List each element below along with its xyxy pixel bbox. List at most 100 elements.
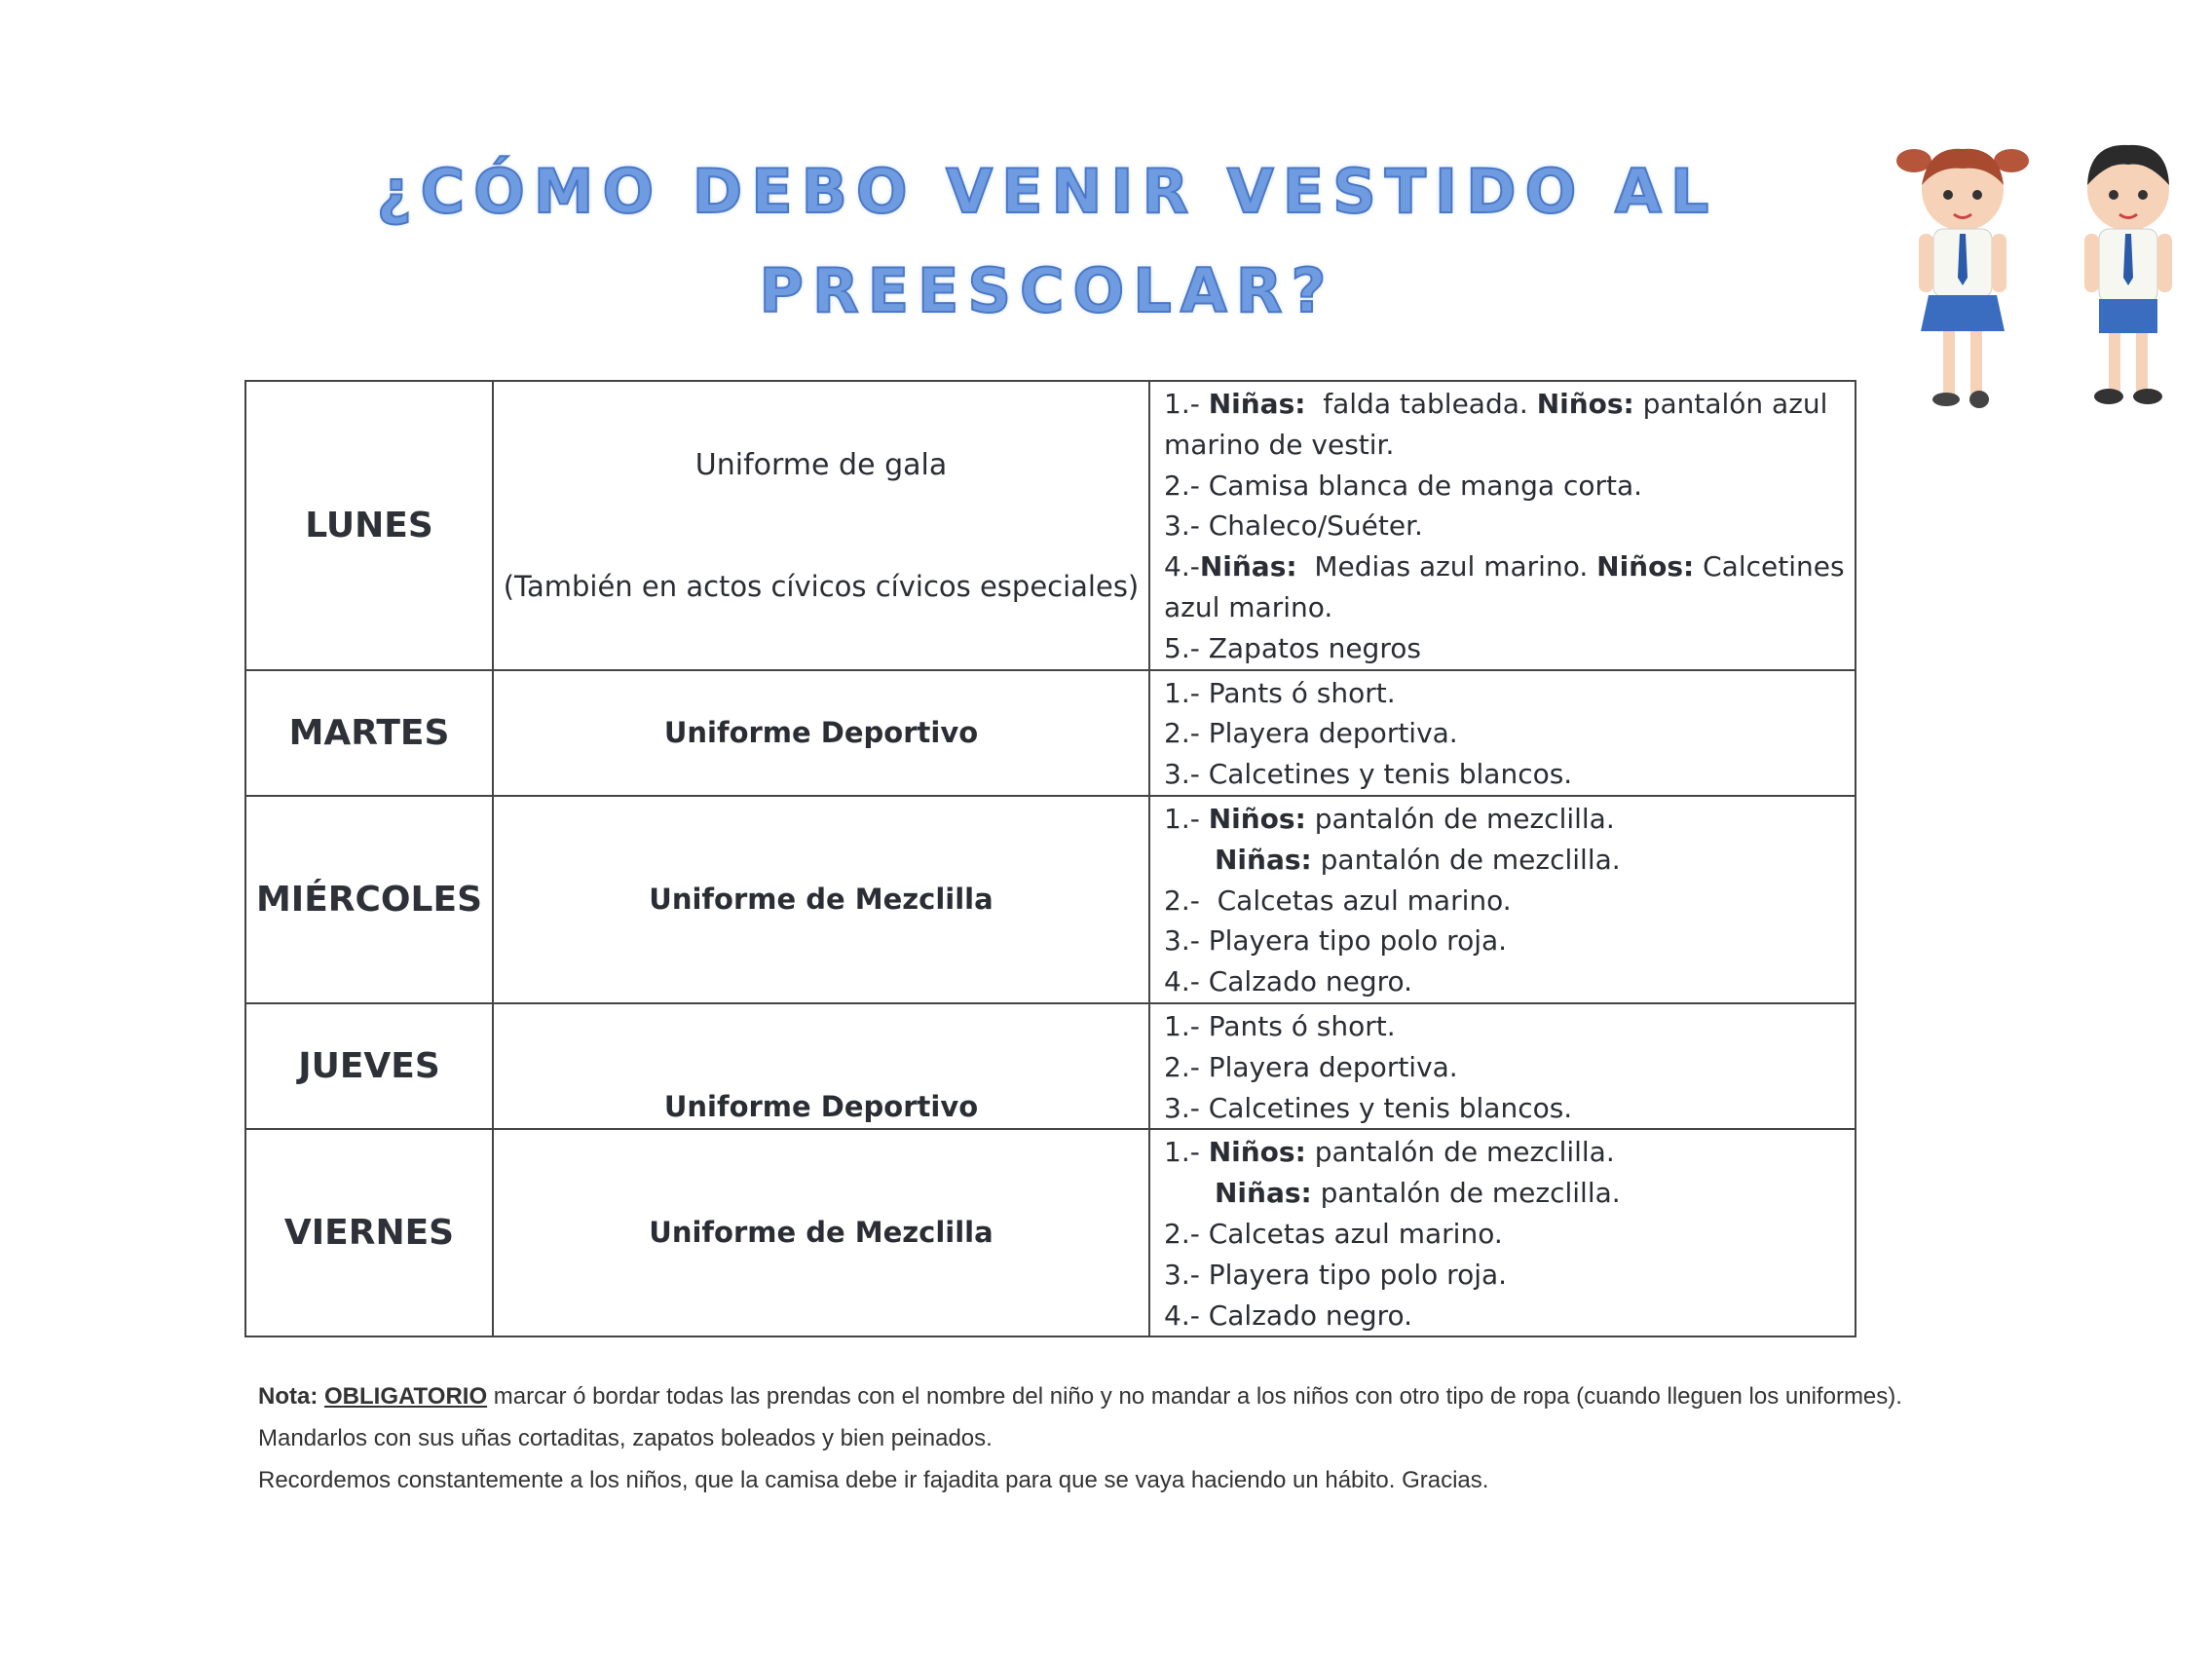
day-cell: MIÉRCOLES bbox=[244, 794, 494, 1004]
item-number: 2.- bbox=[1164, 1217, 1209, 1250]
item-label: Niñas: bbox=[1208, 388, 1306, 420]
table-row: LUNES Uniforme de gala (También en actos… bbox=[244, 380, 1856, 671]
item-number: 1.- bbox=[1164, 388, 1209, 420]
uniform-name: Uniforme de gala bbox=[694, 447, 948, 482]
list-item: 2.- Playera deportiva. bbox=[1164, 713, 1855, 754]
list-item: 1.- Pants ó short. bbox=[1164, 1006, 1855, 1047]
uniform-name: Uniforme Deportivo bbox=[663, 715, 979, 749]
item-number: 4.- bbox=[1164, 965, 1209, 998]
list-item: 1.- Niños: pantalón de mezclilla. bbox=[1164, 799, 1855, 840]
item-text: pantalón azul bbox=[1633, 388, 1828, 420]
note-label: Nota: bbox=[258, 1383, 319, 1410]
children-uniform-illustration bbox=[1896, 144, 2172, 408]
day-cell: VIERNES bbox=[244, 1128, 494, 1338]
page-title-line2: PREESCOLAR? bbox=[759, 254, 1335, 327]
item-text: Calcetas azul marino. bbox=[1217, 884, 1512, 917]
day-cell: JUEVES bbox=[244, 1001, 494, 1131]
item-label: Niñas: bbox=[1199, 550, 1297, 583]
item-text: Calzado negro. bbox=[1208, 1298, 1413, 1332]
item-text: Playera deportiva. bbox=[1208, 1050, 1458, 1083]
list-item: 3.- Chaleco/Suéter. bbox=[1164, 506, 1855, 546]
table-row: MIÉRCOLES Uniforme de Mezclilla 1.- Niño… bbox=[244, 794, 1856, 1004]
list-item: 1.- Pants ó short. bbox=[1164, 673, 1855, 714]
item-number: 3.- bbox=[1164, 924, 1209, 958]
uniform-name: Uniforme de Mezclilla bbox=[649, 1216, 994, 1250]
table-row: MARTES Uniforme Deportivo 1.- Pants ó sh… bbox=[244, 668, 1856, 797]
list-item: 2.- Calcetas azul marino. bbox=[1164, 881, 1855, 922]
item-number: 2.- bbox=[1164, 717, 1209, 750]
item-number: 4.- bbox=[1164, 1298, 1209, 1332]
item-text: pantalón de mezclilla. bbox=[1305, 1136, 1615, 1169]
item-number: 3.- bbox=[1164, 509, 1209, 543]
item-text: Calzado negro. bbox=[1208, 965, 1413, 998]
day-cell: LUNES bbox=[244, 380, 494, 671]
item-number: 2.- bbox=[1164, 469, 1209, 502]
item-text: Zapatos negros bbox=[1208, 631, 1421, 664]
item-number: 2.- bbox=[1164, 1050, 1209, 1083]
items-cell: 1.- Pants ó short. 2.- Playera deportiva.… bbox=[1148, 668, 1856, 797]
item-text: Playera tipo polo roja. bbox=[1208, 1258, 1508, 1291]
list-item: 3.- Playera tipo polo roja. bbox=[1164, 921, 1855, 961]
item-text: Playera deportiva. bbox=[1208, 717, 1458, 750]
list-item: 2.- Camisa blanca de manga corta. bbox=[1164, 466, 1855, 507]
list-item: Niñas: pantalón de mezclilla. bbox=[1164, 1173, 1855, 1214]
uniform-name: Uniforme de Mezclilla bbox=[649, 882, 994, 916]
list-item: marino de vestir. bbox=[1164, 425, 1855, 466]
uniform-schedule-table: LUNES Uniforme de gala (También en actos… bbox=[244, 380, 1856, 1338]
uniform-name: Uniforme Deportivo bbox=[663, 1090, 979, 1124]
item-text: Calcetines y tenis blancos. bbox=[1208, 758, 1573, 791]
list-item: 3.- Calcetines y tenis blancos. bbox=[1164, 1088, 1855, 1129]
item-label: Niñas: bbox=[1215, 1177, 1312, 1210]
uniform-cell: Uniforme Deportivo bbox=[492, 668, 1150, 797]
item-label: Niños: bbox=[1208, 802, 1306, 835]
list-item: 1.- Niñas: falda tableada. Niños: pantal… bbox=[1164, 384, 1855, 425]
uniform-cell: Uniforme Deportivo bbox=[492, 1001, 1150, 1131]
note-line-1: Nota: OBLIGATORIO marcar ó bordar todas … bbox=[258, 1383, 1902, 1411]
item-text: falda tableada. bbox=[1305, 388, 1537, 420]
item-label: Niños: bbox=[1208, 1136, 1306, 1169]
list-item: 4.- Calzado negro. bbox=[1164, 1296, 1855, 1336]
day-cell: MARTES bbox=[244, 668, 494, 797]
list-item: azul marino. bbox=[1164, 587, 1855, 628]
girl-figure bbox=[1896, 148, 2029, 408]
items-cell: 1.- Niños: pantalón de mezclilla. Niñas: … bbox=[1148, 1128, 1856, 1338]
item-text: Calcetas azul marino. bbox=[1208, 1217, 1503, 1250]
item-text: Pants ó short. bbox=[1208, 1009, 1396, 1042]
item-text: pantalón de mezclilla. bbox=[1311, 843, 1621, 876]
item-label: Niñas: bbox=[1215, 843, 1312, 876]
item-text: Chaleco/Suéter. bbox=[1208, 509, 1423, 543]
list-item: 4.-Niñas: Medias azul marino. Niños: Cal… bbox=[1164, 546, 1855, 587]
note-emphasis: OBLIGATORIO bbox=[324, 1383, 488, 1410]
uniform-cell: Uniforme de Mezclilla bbox=[492, 794, 1150, 1004]
list-item: 2.- Playera deportiva. bbox=[1164, 1047, 1855, 1088]
item-number: 1.- bbox=[1164, 802, 1209, 835]
note-line-2: Mandarlos con sus uñas cortaditas, zapat… bbox=[258, 1425, 993, 1451]
item-number: 1.- bbox=[1164, 676, 1209, 709]
list-item: 2.- Calcetas azul marino. bbox=[1164, 1214, 1855, 1255]
list-item: 5.- Zapatos negros bbox=[1164, 628, 1855, 669]
item-label: Niños: bbox=[1596, 550, 1695, 583]
item-text: azul marino. bbox=[1164, 590, 1333, 623]
item-text: pantalón de mezclilla. bbox=[1311, 1177, 1621, 1210]
note-line-3: Recordemos constantemente a los niños, q… bbox=[258, 1467, 1489, 1493]
item-text: pantalón de mezclilla. bbox=[1305, 802, 1615, 835]
item-number: 2.- bbox=[1164, 884, 1218, 917]
list-item: 4.- Calzado negro. bbox=[1164, 961, 1855, 1002]
list-item: 3.- Calcetines y tenis blancos. bbox=[1164, 754, 1855, 795]
page-title-line1: ¿CÓMO DEBO VENIR VESTIDO AL bbox=[376, 155, 1718, 228]
item-text: marino de vestir. bbox=[1164, 428, 1395, 461]
item-text: Calcetines y tenis blancos. bbox=[1208, 1091, 1573, 1124]
item-text: Camisa blanca de manga corta. bbox=[1208, 469, 1643, 502]
item-text: Calcetines bbox=[1694, 550, 1845, 583]
item-text: Pants ó short. bbox=[1208, 676, 1396, 709]
table-row: JUEVES Uniforme Deportivo 1.- Pants ó sh… bbox=[244, 1001, 1856, 1131]
item-label: Niños: bbox=[1536, 388, 1634, 420]
item-number: 3.- bbox=[1164, 1091, 1209, 1124]
items-cell: 1.- Niños: pantalón de mezclilla. Niñas: … bbox=[1148, 794, 1856, 1004]
item-number: 4.- bbox=[1164, 550, 1200, 583]
list-item: 1.- Niños: pantalón de mezclilla. bbox=[1164, 1132, 1855, 1173]
items-cell: 1.- Niñas: falda tableada. Niños: pantal… bbox=[1148, 380, 1856, 671]
item-text: Playera tipo polo roja. bbox=[1208, 924, 1508, 958]
table-row: VIERNES Uniforme de Mezclilla 1.- Niños:… bbox=[244, 1128, 1856, 1338]
uniform-cell: Uniforme de Mezclilla bbox=[492, 1128, 1150, 1338]
